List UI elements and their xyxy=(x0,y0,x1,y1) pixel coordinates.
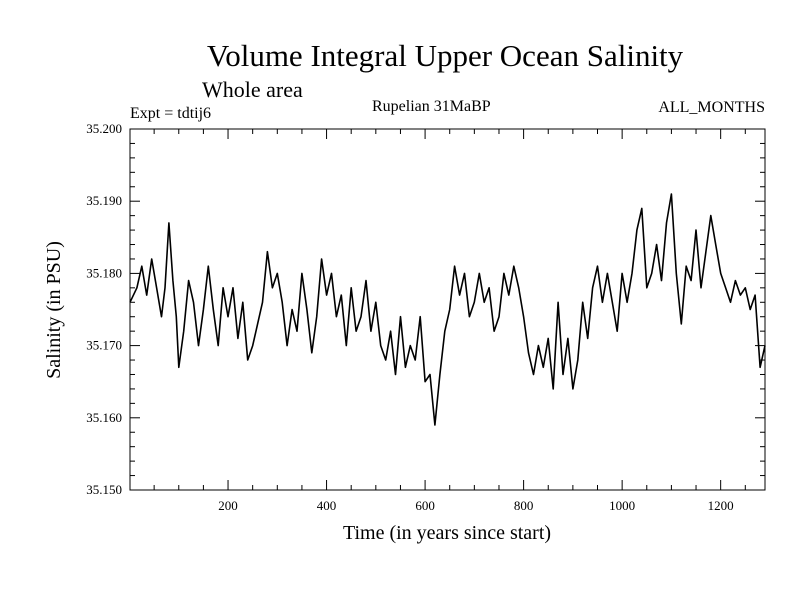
y-tick-label: 35.150 xyxy=(86,482,122,497)
x-tick-label: 400 xyxy=(317,498,337,513)
y-tick-label: 35.180 xyxy=(86,265,122,280)
months-label: ALL_MONTHS xyxy=(658,99,765,116)
x-tick-label: 800 xyxy=(514,498,534,513)
series-line-salinity xyxy=(129,193,766,426)
x-tick-label: 1000 xyxy=(609,498,635,513)
y-tick-label: 35.160 xyxy=(86,410,122,425)
y-tick-label: 35.170 xyxy=(86,338,122,353)
y-axis-label: Salinity (in PSU) xyxy=(43,241,65,379)
plot-area: 200 400 600 800 1000 1200 35.150 35.160 35.170 35… xyxy=(86,121,766,513)
x-axis-label: Time (in years since start) xyxy=(343,522,551,544)
x-tick-label: 600 xyxy=(415,498,435,513)
plot-frame xyxy=(129,128,766,491)
experiment-label: Expt = tdtij6 xyxy=(130,105,211,122)
period-label: Rupelian 31MaBP xyxy=(372,98,491,115)
chart-title: Volume Integral Upper Ocean Salinity xyxy=(207,38,684,73)
x-tick-label: 1200 xyxy=(708,498,734,513)
y-tick-label: 35.190 xyxy=(86,193,122,208)
y-tick-label: 35.200 xyxy=(86,121,122,136)
x-tick-label: 200 xyxy=(218,498,238,513)
chart-subtitle: Whole area xyxy=(202,77,303,102)
